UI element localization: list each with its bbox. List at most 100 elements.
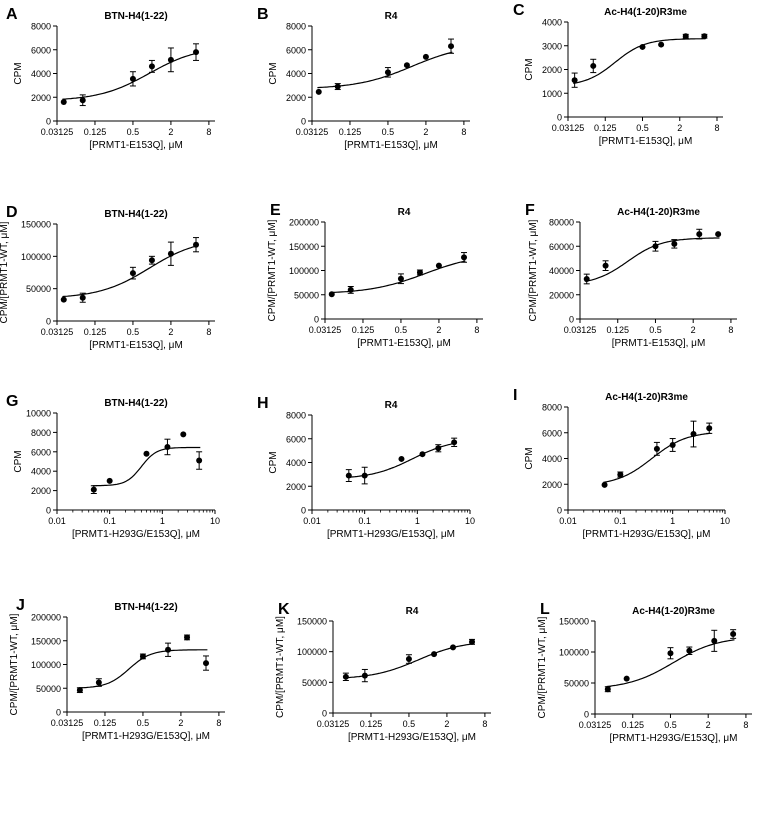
y-tick-label: 6000 xyxy=(31,447,51,457)
data-point xyxy=(653,445,660,452)
x-tick-label: 0.5 xyxy=(382,127,395,137)
y-tick-label: 0 xyxy=(314,315,319,325)
y-axis-label: CPM/[PRMT1-WT, μM] xyxy=(275,616,286,718)
x-axis-label: [PRMT1-E153Q], μM xyxy=(89,140,183,151)
x-tick-label: 0.1 xyxy=(614,516,627,526)
x-tick-label: 8 xyxy=(728,325,733,335)
data-point xyxy=(701,33,708,40)
fit-curve xyxy=(585,237,720,282)
y-tick-label: 8000 xyxy=(31,428,51,438)
x-tick-label: 0.5 xyxy=(127,127,140,137)
chart-title: BTN-H4(1-22) xyxy=(104,11,167,22)
data-point xyxy=(184,634,191,641)
y-axis-label: CPM xyxy=(13,450,24,472)
y-tick-label: 4000 xyxy=(31,467,51,477)
x-tick-label: 2 xyxy=(168,327,173,337)
x-tick-label: 8 xyxy=(714,123,719,133)
data-point xyxy=(652,243,659,250)
data-point xyxy=(90,486,97,493)
y-tick-label: 2000 xyxy=(542,480,562,490)
panel-letter: H xyxy=(257,395,269,412)
x-axis-label: [PRMT1-E153Q], μM xyxy=(344,140,438,151)
panel-l: L Ac-H4(1-20)R3me 0 50000 100000 150000 0.0312… xyxy=(537,601,752,744)
data-point xyxy=(451,439,458,446)
data-point xyxy=(469,638,476,645)
data-point xyxy=(345,472,352,479)
data-point xyxy=(416,269,423,276)
y-tick-label: 4000 xyxy=(31,69,51,79)
fit-curve xyxy=(62,52,198,100)
y-tick-label: 200000 xyxy=(31,613,61,623)
fit-curve xyxy=(606,639,735,688)
data-point xyxy=(590,62,597,69)
y-tick-label: 2000 xyxy=(542,65,562,75)
panel-h: H R4 0 2000 4000 6000 8000 0.01 0.1 1 10 [PRMT1-H29… xyxy=(257,395,475,540)
y-tick-label: 8000 xyxy=(286,22,306,32)
x-axis-label: [PRMT1-E153Q], μM xyxy=(357,338,451,349)
data-point xyxy=(671,240,678,247)
fit-curve xyxy=(92,446,201,487)
data-point xyxy=(448,43,455,50)
y-tick-label: 50000 xyxy=(36,684,61,694)
panel-letter: B xyxy=(257,6,269,23)
x-tick-label: 2 xyxy=(691,325,696,335)
x-tick-label: 0.125 xyxy=(84,327,107,337)
data-point xyxy=(60,99,67,105)
y-tick-label: 150000 xyxy=(559,617,589,627)
y-tick-label: 3000 xyxy=(542,41,562,51)
y-axis-label: CPM xyxy=(13,62,24,84)
y-tick-label: 6000 xyxy=(286,45,306,55)
y-tick-label: 0 xyxy=(46,117,51,127)
fit-curve xyxy=(62,245,198,298)
y-axis-label: CPM/[PRMT1-WT, μM] xyxy=(267,219,278,321)
data-point xyxy=(328,291,335,298)
data-point xyxy=(315,88,322,95)
x-tick-label: 2 xyxy=(178,718,183,728)
y-tick-label: 200000 xyxy=(289,218,319,228)
panel-j: J BTN-H4(1-22) 0 50000 100000 150000 200000 0.0… xyxy=(9,597,225,742)
panel-letter: E xyxy=(270,202,281,219)
panel-a: A BTN-H4(1-22) 0 2000 4000 6000 8000 0.03125 0.1… xyxy=(6,6,215,151)
y-axis-label: CPM xyxy=(524,447,535,469)
y-tick-label: 2000 xyxy=(286,482,306,492)
y-tick-label: 0 xyxy=(56,708,61,718)
x-tick-label: 2 xyxy=(677,123,682,133)
x-tick-label: 8 xyxy=(216,718,221,728)
x-axis-label: [PRMT1-E153Q], μM xyxy=(612,338,706,349)
y-axis-label: CPM xyxy=(268,451,279,473)
y-tick-label: 80000 xyxy=(549,218,574,228)
y-tick-label: 1000 xyxy=(542,89,562,99)
x-tick-label: 0.03125 xyxy=(552,123,585,133)
x-tick-label: 0.5 xyxy=(395,325,408,335)
chart-title: Ac-H4(1-20)R3me xyxy=(605,392,688,403)
panel-g: G BTN-H4(1-22) 0 2000 4000 6000 8000 10000 0.01 0… xyxy=(6,393,220,540)
y-tick-label: 6000 xyxy=(31,45,51,55)
y-tick-label: 0 xyxy=(584,710,589,720)
x-tick-label: 1 xyxy=(415,516,420,526)
panel-i: I Ac-H4(1-20)R3me 0 2000 4000 6000 8000 0.01 0.1… xyxy=(513,387,730,540)
x-tick-label: 8 xyxy=(461,127,466,137)
x-tick-label: 0.01 xyxy=(559,516,577,526)
x-tick-label: 8 xyxy=(206,127,211,137)
x-tick-label: 8 xyxy=(474,325,479,335)
y-tick-label: 2000 xyxy=(31,486,51,496)
y-tick-label: 20000 xyxy=(549,290,574,300)
y-tick-label: 50000 xyxy=(26,284,51,294)
x-tick-label: 0.1 xyxy=(103,516,116,526)
x-tick-label: 2 xyxy=(436,325,441,335)
data-point xyxy=(398,455,405,462)
data-point xyxy=(361,472,368,479)
x-tick-label: 0.125 xyxy=(352,325,375,335)
data-point xyxy=(419,451,426,458)
x-tick-label: 0.5 xyxy=(664,720,677,730)
data-point xyxy=(342,673,349,680)
chart-title: BTN-H4(1-22) xyxy=(104,209,167,220)
x-tick-label: 0.125 xyxy=(94,718,117,728)
chart-title: BTN-H4(1-22) xyxy=(104,398,167,409)
data-point xyxy=(347,286,354,293)
y-tick-label: 50000 xyxy=(302,678,327,688)
chart-title: R4 xyxy=(406,606,419,617)
x-axis-label: [PRMT1-E153Q], μM xyxy=(599,136,693,147)
x-tick-label: 8 xyxy=(206,327,211,337)
